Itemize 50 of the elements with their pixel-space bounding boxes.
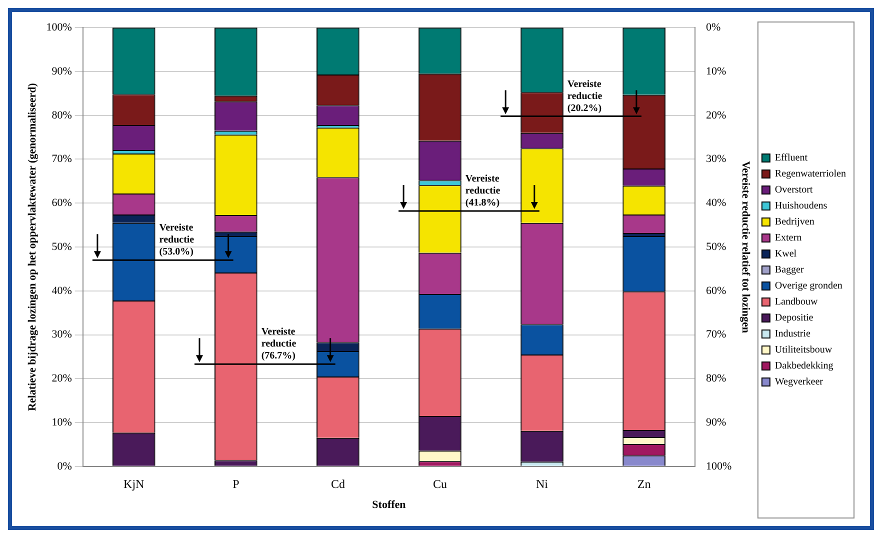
y2-tick-label: 0%	[706, 21, 721, 34]
legend-label: Effluent	[774, 152, 808, 164]
y-axis-title: Relatieve bijdrage lozingen op het oppervlaktewater (genormaliseerd)	[26, 82, 38, 411]
y-tick-label: 20%	[52, 372, 72, 385]
legend-label: Wegverkeer	[774, 376, 824, 388]
y2-tick-label: 60%	[706, 284, 726, 297]
y2-tick-label: 100%	[706, 460, 732, 472]
x-axis-title: Stoffen	[372, 499, 406, 512]
y-tick-label: 10%	[52, 416, 72, 428]
y-tick-label: 40%	[52, 284, 72, 297]
y2-tick-label: 70%	[706, 328, 726, 341]
x-tick-label: Ni	[536, 476, 549, 491]
x-tick-label: Cd	[330, 476, 345, 491]
legend-label: Overstort	[774, 184, 813, 196]
legend-label: Industrie	[774, 328, 812, 340]
legend-label: Bedrijven	[774, 216, 814, 228]
y2-tick-label: 30%	[706, 153, 726, 166]
annotation: Vereiste reductie (53.0%)	[159, 222, 195, 258]
legend-label: Bagger	[774, 264, 804, 276]
legend-label: Depositie	[774, 312, 814, 324]
legend-label: Huishoudens	[774, 200, 828, 212]
y2-tick-label: 10%	[706, 65, 726, 78]
x-tick-label: Zn	[637, 476, 651, 491]
legend-label: Utiliteitsbouw	[774, 344, 833, 356]
y2-tick-label: 80%	[706, 372, 726, 385]
legend-label: Regenwaterriolen	[774, 168, 846, 180]
legend-label: Extern	[774, 232, 802, 244]
y2-tick-label: 40%	[706, 197, 726, 210]
annotation: Vereiste reductie (41.8%)	[465, 174, 501, 209]
annotation: Vereiste reductie (76.7%)	[261, 326, 297, 362]
y-tick-label: 50%	[52, 240, 72, 253]
annotation: Vereiste reductie (20.2%)	[567, 78, 603, 114]
x-tick-label: KjN	[124, 476, 145, 491]
legend-label: Kwel	[774, 248, 797, 260]
y-tick-label: 0%	[57, 460, 72, 472]
legend-label: Dakbedekking	[774, 360, 834, 372]
y-tick-label: 80%	[52, 109, 72, 122]
y-tick-label: 70%	[52, 153, 72, 166]
y-tick-label: 90%	[52, 65, 72, 78]
y-tick-label: 100%	[46, 21, 72, 34]
y-tick-label: 30%	[52, 328, 72, 341]
legend-label: Overige gronden	[774, 280, 842, 292]
y2-tick-label: 20%	[706, 109, 726, 122]
y-tick-label: 60%	[52, 197, 72, 210]
legend-label: Landbouw	[774, 296, 818, 308]
y2-tick-label: 50%	[706, 240, 726, 253]
y2-axis-title: Vereiste reductie relatief tot lozingen	[739, 161, 752, 333]
x-tick-label: Cu	[432, 476, 447, 491]
y2-tick-label: 90%	[706, 416, 726, 428]
x-tick-label: P	[232, 476, 240, 491]
